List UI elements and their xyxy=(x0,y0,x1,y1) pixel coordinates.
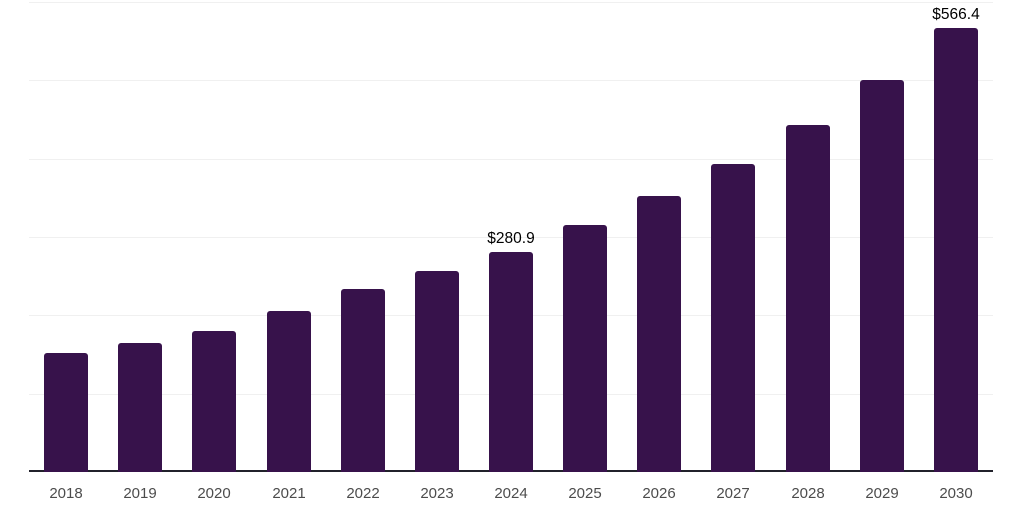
x-tick-label-2018: 2018 xyxy=(49,485,83,502)
data-label-2024: $280.9 xyxy=(487,230,535,247)
gridline-600 xyxy=(29,2,993,3)
bar-2020 xyxy=(192,331,236,472)
gridline-300 xyxy=(29,237,993,238)
gridline-400 xyxy=(29,159,993,160)
bar-2025 xyxy=(563,225,607,472)
bar-2024 xyxy=(489,252,533,472)
x-tick-label-2025: 2025 xyxy=(568,485,602,502)
x-tick-label-2027: 2027 xyxy=(716,485,750,502)
bar-2030 xyxy=(934,28,978,472)
x-tick-label-2028: 2028 xyxy=(791,485,825,502)
x-tick-label-2023: 2023 xyxy=(420,485,454,502)
bar-2022 xyxy=(341,289,385,472)
x-tick-label-2022: 2022 xyxy=(346,485,380,502)
x-tick-label-2020: 2020 xyxy=(197,485,231,502)
x-tick-label-2024: 2024 xyxy=(494,485,528,502)
bar-2018 xyxy=(44,353,88,472)
bar-2026 xyxy=(637,196,681,472)
bar-2028 xyxy=(786,125,830,472)
bar-2029 xyxy=(860,80,904,472)
x-tick-label-2029: 2029 xyxy=(865,485,899,502)
bar-2023 xyxy=(415,271,459,472)
bar-2019 xyxy=(118,343,162,472)
x-tick-label-2019: 2019 xyxy=(123,485,157,502)
bar-2021 xyxy=(267,311,311,472)
x-tick-label-2021: 2021 xyxy=(272,485,306,502)
bar-2027 xyxy=(711,164,755,472)
x-tick-label-2030: 2030 xyxy=(939,485,973,502)
gridline-500 xyxy=(29,80,993,81)
data-label-2030: $566.4 xyxy=(932,6,980,23)
x-tick-label-2026: 2026 xyxy=(642,485,676,502)
